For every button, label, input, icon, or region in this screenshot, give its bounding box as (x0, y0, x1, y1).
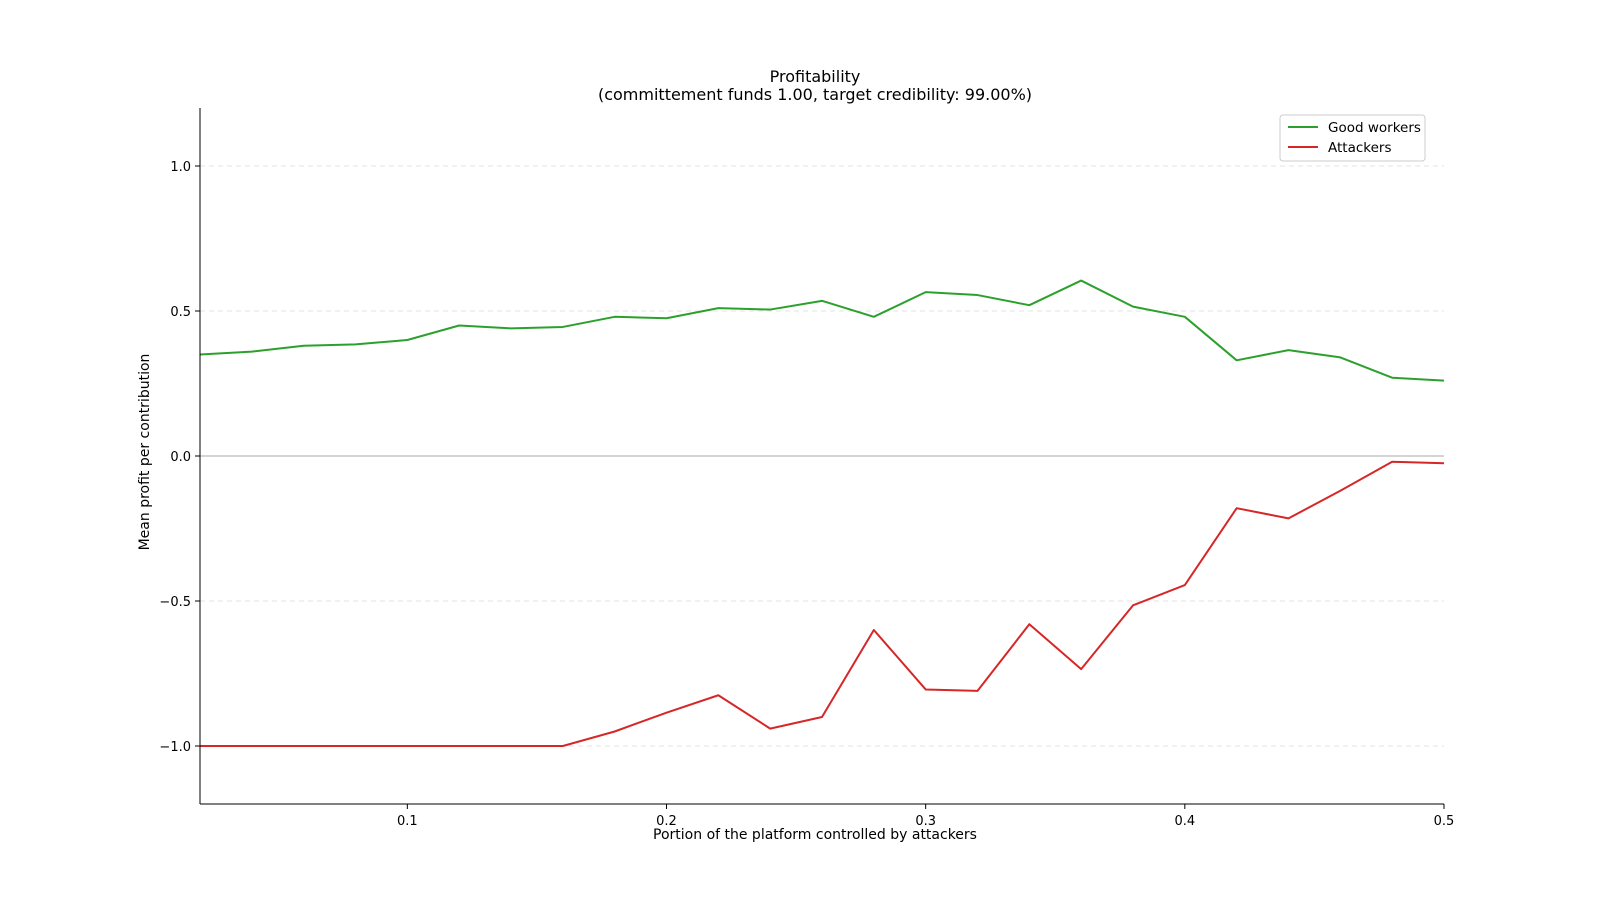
y-tick-label: 0.5 (170, 305, 191, 320)
chart-subtitle: (committement funds 1.00, target credibi… (598, 85, 1032, 104)
x-tick-label: 0.5 (1434, 814, 1455, 829)
series-layer (199, 279, 1445, 747)
legend-label-good-workers: Good workers (1328, 120, 1421, 136)
x-tick-label: 0.2 (656, 814, 677, 829)
y-tick-label: 0.0 (170, 450, 191, 465)
legend: Good workers Attackers (1279, 114, 1426, 162)
series-line-attackers (200, 460, 1445, 747)
series-line-good-workers (199, 279, 1445, 382)
tick-labels: 1.0 0.5 0.0 −0.5 −1.0 0.1 0.2 0.3 0.4 0.5 (159, 160, 1454, 829)
x-axis-label: Portion of the platform controlled by at… (653, 827, 977, 843)
y-axis-label: Mean profit per contribution (137, 354, 153, 551)
x-tick-label: 0.4 (1174, 814, 1195, 829)
y-tick-label: −0.5 (159, 595, 191, 610)
legend-label-attackers: Attackers (1328, 140, 1392, 156)
axes (195, 108, 1445, 809)
grid-lines (200, 165, 1444, 747)
x-tick-label: 0.1 (397, 814, 418, 829)
x-tick-label: 0.3 (915, 814, 936, 829)
chart-title: Profitability (770, 67, 861, 86)
y-tick-label: 1.0 (170, 160, 191, 175)
y-tick-label: −1.0 (159, 740, 191, 755)
